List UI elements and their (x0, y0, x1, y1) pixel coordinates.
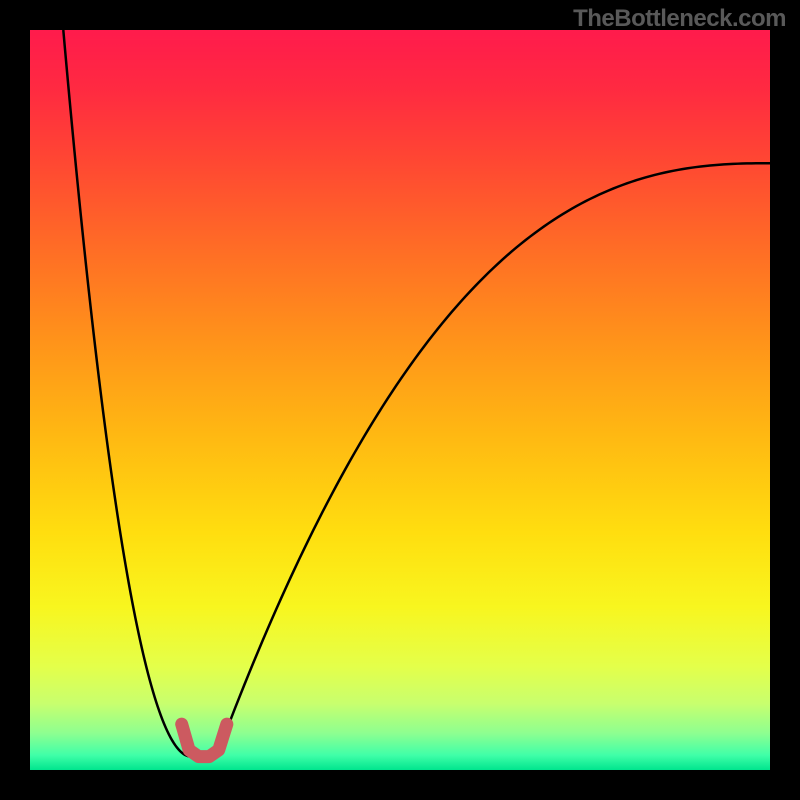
watermark-text: TheBottleneck.com (573, 5, 786, 33)
bottleneck-chart (0, 0, 800, 800)
gradient-background (30, 30, 770, 770)
